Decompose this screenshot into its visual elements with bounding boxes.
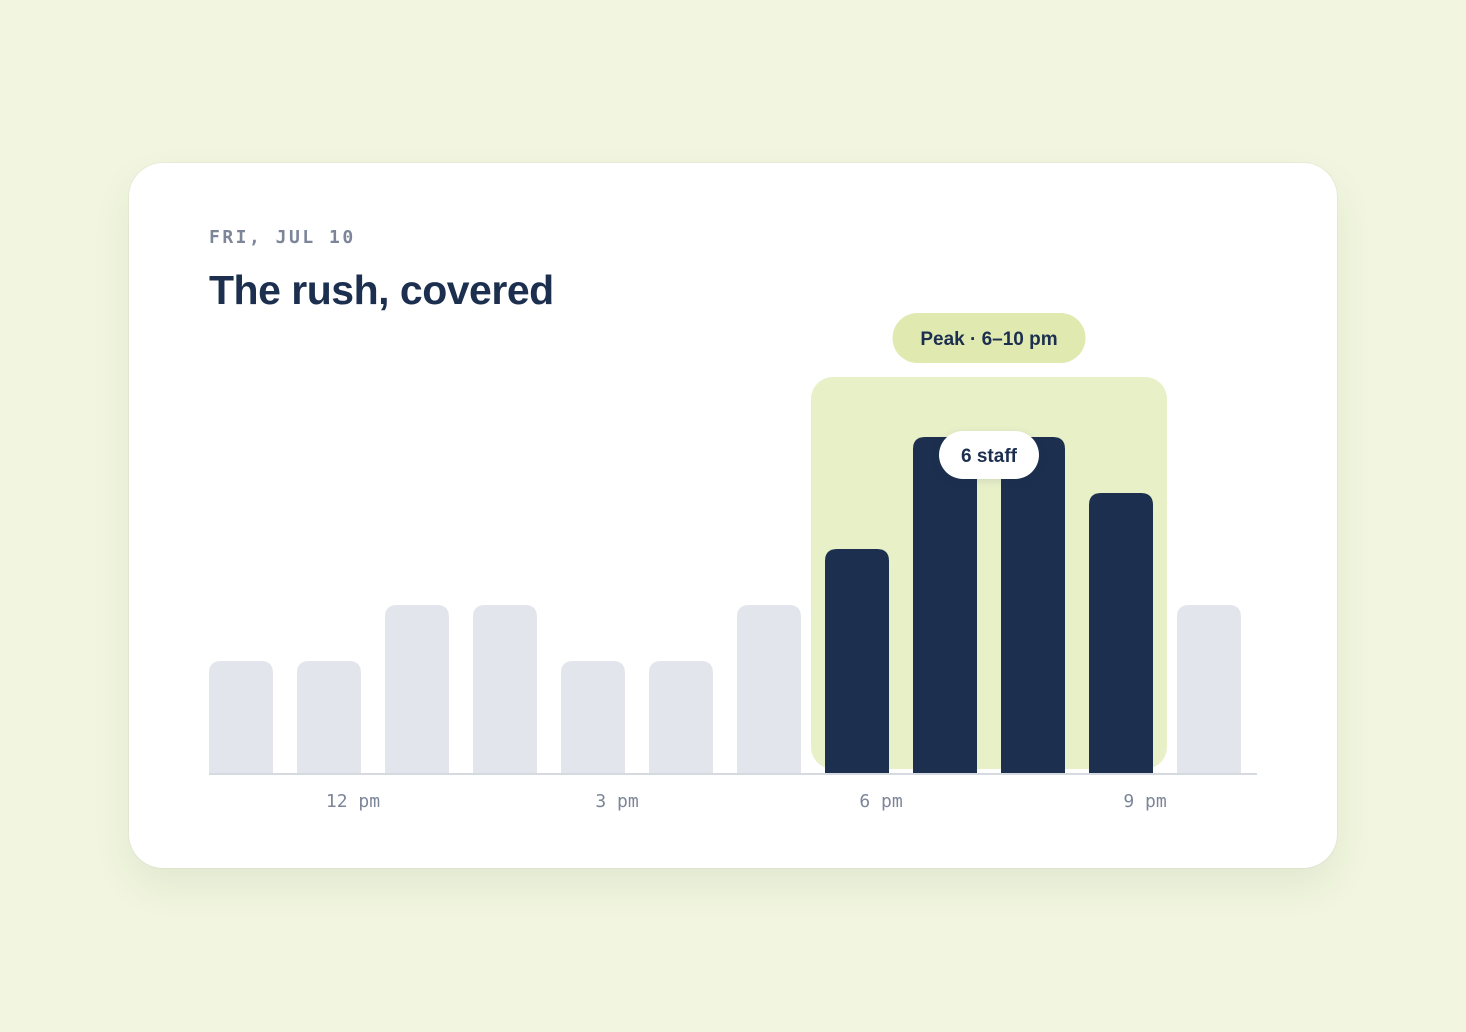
bar-1-pm (385, 605, 449, 773)
peak-window-badge (892, 313, 1086, 363)
card-title: The rush, covered (209, 267, 554, 313)
date-label: FRI, JUL 10 (209, 227, 356, 248)
x-tick-9-pm: 9 pm (1123, 791, 1166, 812)
x-tick-3-pm: 3 pm (595, 791, 638, 812)
bar-2-pm (473, 605, 537, 773)
bar-8-pm (1001, 437, 1065, 773)
staff-count-label: 6 staff (961, 446, 1018, 467)
staff-count-badge (939, 431, 1039, 479)
bar-10-pm (1177, 605, 1241, 773)
bar-11-am (209, 661, 273, 773)
peak-window-label: Peak · 6–10 pm (920, 329, 1057, 350)
bar-9-pm (1089, 493, 1153, 773)
staffing-bar-chart: Peak · 6–10 pm 6 staff 12 pm 3 pm 6 pm 9 pm (209, 313, 1257, 812)
bar-6-pm (825, 549, 889, 773)
x-tick-6-pm: 6 pm (859, 791, 902, 812)
bar-4-pm (649, 661, 713, 773)
x-tick-12-pm: 12 pm (326, 791, 380, 812)
peak-highlight-band (811, 377, 1167, 769)
bar-3-pm (561, 661, 625, 773)
bar-5-pm (737, 605, 801, 773)
bar-7-pm (913, 437, 977, 773)
bar-12-pm (297, 661, 361, 773)
staffing-card: FRI, JUL 10 The rush, covered Peak · 6–1… (129, 163, 1337, 868)
